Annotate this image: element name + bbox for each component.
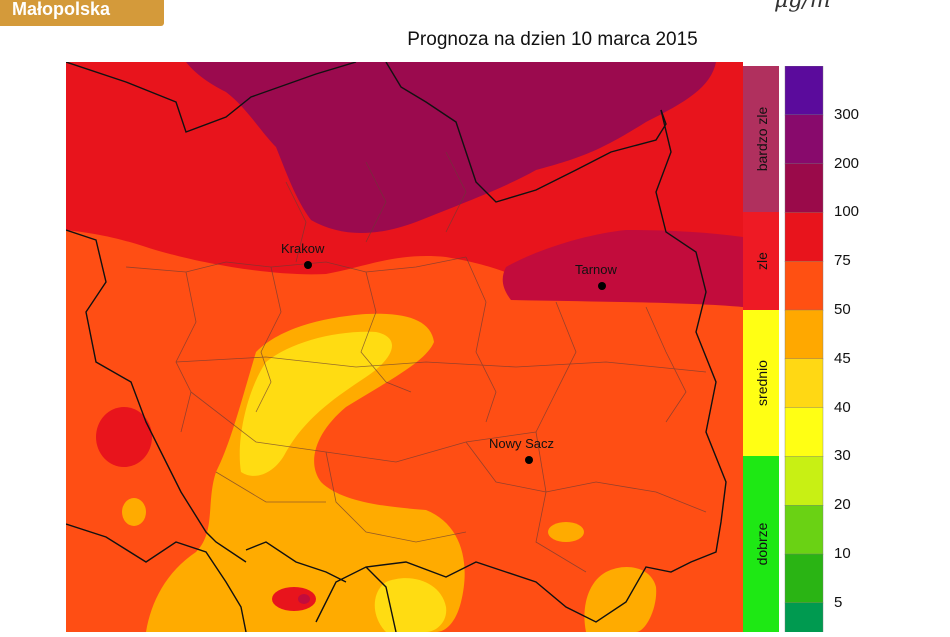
scale-tick-label: 10 — [834, 545, 851, 562]
zone-high-west — [96, 407, 152, 467]
scale-tick-label: 75 — [834, 252, 851, 270]
scale-swatch — [784, 65, 824, 116]
city-krakow: Krakow — [281, 241, 325, 269]
category-label: srednio — [754, 360, 770, 406]
category-dobrze — [743, 456, 779, 632]
city-label: Nowy Sacz — [489, 436, 554, 451]
scale-swatch — [784, 358, 824, 409]
legend: bardzo zle zle srednio dobrze — [743, 65, 863, 637]
region-border-north — [66, 62, 667, 203]
scale-tick-label: 40 — [834, 398, 851, 416]
zone-high-south — [272, 587, 316, 611]
legend-bars: bardzo zle zle srednio dobrze — [743, 65, 824, 637]
scale-swatch — [784, 456, 824, 506]
scale-tick-label: 300 — [834, 105, 860, 123]
scale-tick-label: 30 — [834, 447, 851, 465]
city-nowy-sacz: Nowy Sacz — [489, 436, 554, 464]
category-label: dobrze — [754, 522, 770, 565]
scale-tick-label: 50 — [834, 301, 851, 318]
county-borders — [125, 151, 707, 573]
zone-very-high — [186, 62, 716, 234]
category-label: zle — [754, 252, 770, 270]
scale-swatch — [784, 260, 824, 311]
scale-tick-label: 5 — [834, 593, 843, 611]
region-border-east-south — [315, 109, 727, 623]
scale-swatch — [784, 114, 824, 165]
country-border-west — [66, 523, 247, 632]
scale-swatch — [784, 505, 824, 555]
scale-tick-label: 45 — [834, 349, 851, 367]
category-srednio — [743, 310, 779, 456]
zone-very-high-south — [298, 594, 310, 604]
city-tarnow: Tarnow — [575, 262, 618, 290]
scale-swatch — [784, 602, 824, 637]
scale-swatch — [784, 163, 824, 214]
map-title: Prognoza na dzien 10 marca 2015 — [407, 29, 698, 50]
scale-tick-label: 20 — [834, 496, 851, 514]
scale-tick-label: 100 — [834, 203, 860, 221]
city-marker-icon — [525, 456, 533, 464]
region-border-west — [66, 229, 247, 563]
category-label: bardzo zle — [754, 106, 770, 171]
zone-moderate-east — [584, 567, 657, 632]
scale-swatch — [784, 407, 824, 458]
scale-tick-label: 200 — [834, 154, 860, 172]
pollution-map: Krakow Tarnow Nowy Sacz — [66, 62, 743, 632]
scale-swatch — [784, 553, 824, 604]
city-label: Krakow — [281, 241, 325, 256]
city-label: Tarnow — [575, 262, 618, 277]
zone-low-center — [239, 331, 393, 476]
unit-label: µg/m — [774, 0, 831, 13]
color-scale — [784, 65, 824, 637]
city-marker-icon — [598, 282, 606, 290]
country-border-south — [245, 541, 397, 632]
scale-swatch — [784, 309, 824, 360]
category-zle — [743, 212, 779, 310]
scale-swatch — [784, 212, 824, 262]
region-badge: Małopolska — [0, 0, 164, 26]
zone-moderate-west — [122, 498, 146, 526]
city-marker-icon — [304, 261, 312, 269]
zone-moderate-patch — [548, 522, 584, 542]
category-bardzo-zle — [743, 66, 779, 212]
zone-low-patch — [278, 360, 308, 388]
zone-moderate — [146, 313, 465, 632]
zone-very-high-east — [502, 230, 743, 307]
